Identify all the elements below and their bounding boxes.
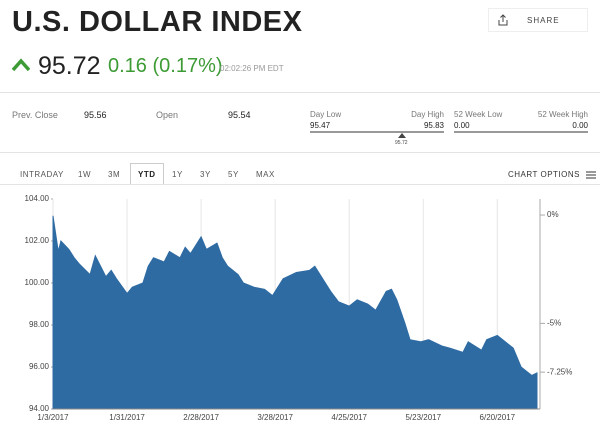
area [52, 215, 538, 410]
y-tick-label: 100.00 [25, 278, 50, 287]
menu-icon [585, 171, 596, 179]
price: 95.72 [38, 52, 101, 80]
week52-range-bar [454, 131, 588, 133]
range-tab[interactable]: INTRADAY [20, 170, 64, 179]
range-tab[interactable]: YTD [138, 170, 156, 179]
title: U.S. DOLLAR INDEX [12, 6, 303, 38]
x-tick-label: 6/20/2017 [480, 413, 516, 422]
separator [0, 184, 600, 185]
range-tab[interactable]: 5Y [228, 170, 239, 179]
prev-close-label: Prev. Close [12, 110, 58, 120]
x-tick-label: 3/28/2017 [257, 413, 293, 422]
prev-close-value: 95.56 [84, 110, 107, 120]
range-tab[interactable]: MAX [256, 170, 275, 179]
day-high-label: Day High [411, 110, 444, 119]
x-tick-label: 5/23/2017 [405, 413, 441, 422]
timestamp: 02:02:26 PM EDT [220, 64, 284, 73]
week52-low-label: 52 Week Low [454, 110, 503, 119]
share-label: SHARE [527, 16, 560, 25]
range-tab[interactable]: 1Y [172, 170, 183, 179]
y-tick-label: 98.00 [29, 320, 50, 329]
x-tick-label: 1/3/2017 [37, 413, 69, 422]
separator [0, 92, 600, 93]
y-tick-label: 102.00 [25, 236, 50, 245]
range-tab[interactable]: 3Y [200, 170, 211, 179]
range-tab[interactable]: 1W [78, 170, 91, 179]
range-tab[interactable]: 3M [108, 170, 121, 179]
open-value: 95.54 [228, 110, 251, 120]
range-marker-icon [398, 133, 406, 138]
up-arrow [12, 58, 30, 72]
x-tick-label: 4/25/2017 [331, 413, 367, 422]
y2-tick-label: -5% [547, 319, 561, 328]
day-high-value: 95.83 [423, 121, 444, 130]
day-low-label: Day Low [310, 110, 342, 119]
y-tick-label: 94.00 [29, 404, 50, 413]
change: 0.16 (0.17%) [108, 55, 223, 77]
day-range-bar [310, 131, 444, 133]
week52-high-label: 52 Week High [537, 110, 588, 119]
chart-options[interactable]: CHART OPTIONS [508, 170, 596, 179]
week52-low-value: 0.00 [454, 121, 470, 130]
chart-options-label: CHART OPTIONS [508, 170, 580, 179]
active-tab-box [130, 163, 164, 185]
y-tick-label: 96.00 [29, 362, 50, 371]
x-tick-label: 1/31/2017 [109, 413, 145, 422]
separator [0, 152, 600, 153]
y2-tick-label: 0% [547, 210, 559, 219]
share-icon [498, 14, 508, 26]
week52-high-value: 0.00 [572, 121, 588, 130]
open-label: Open [156, 110, 179, 120]
day-low-value: 95.47 [310, 121, 331, 130]
range-marker-value: 95.72 [395, 140, 408, 146]
x-tick-label: 2/28/2017 [183, 413, 219, 422]
share-button[interactable]: SHARE [488, 8, 588, 32]
y-tick-label: 104.00 [25, 194, 50, 203]
y2-tick-label: -7.25% [547, 367, 572, 376]
